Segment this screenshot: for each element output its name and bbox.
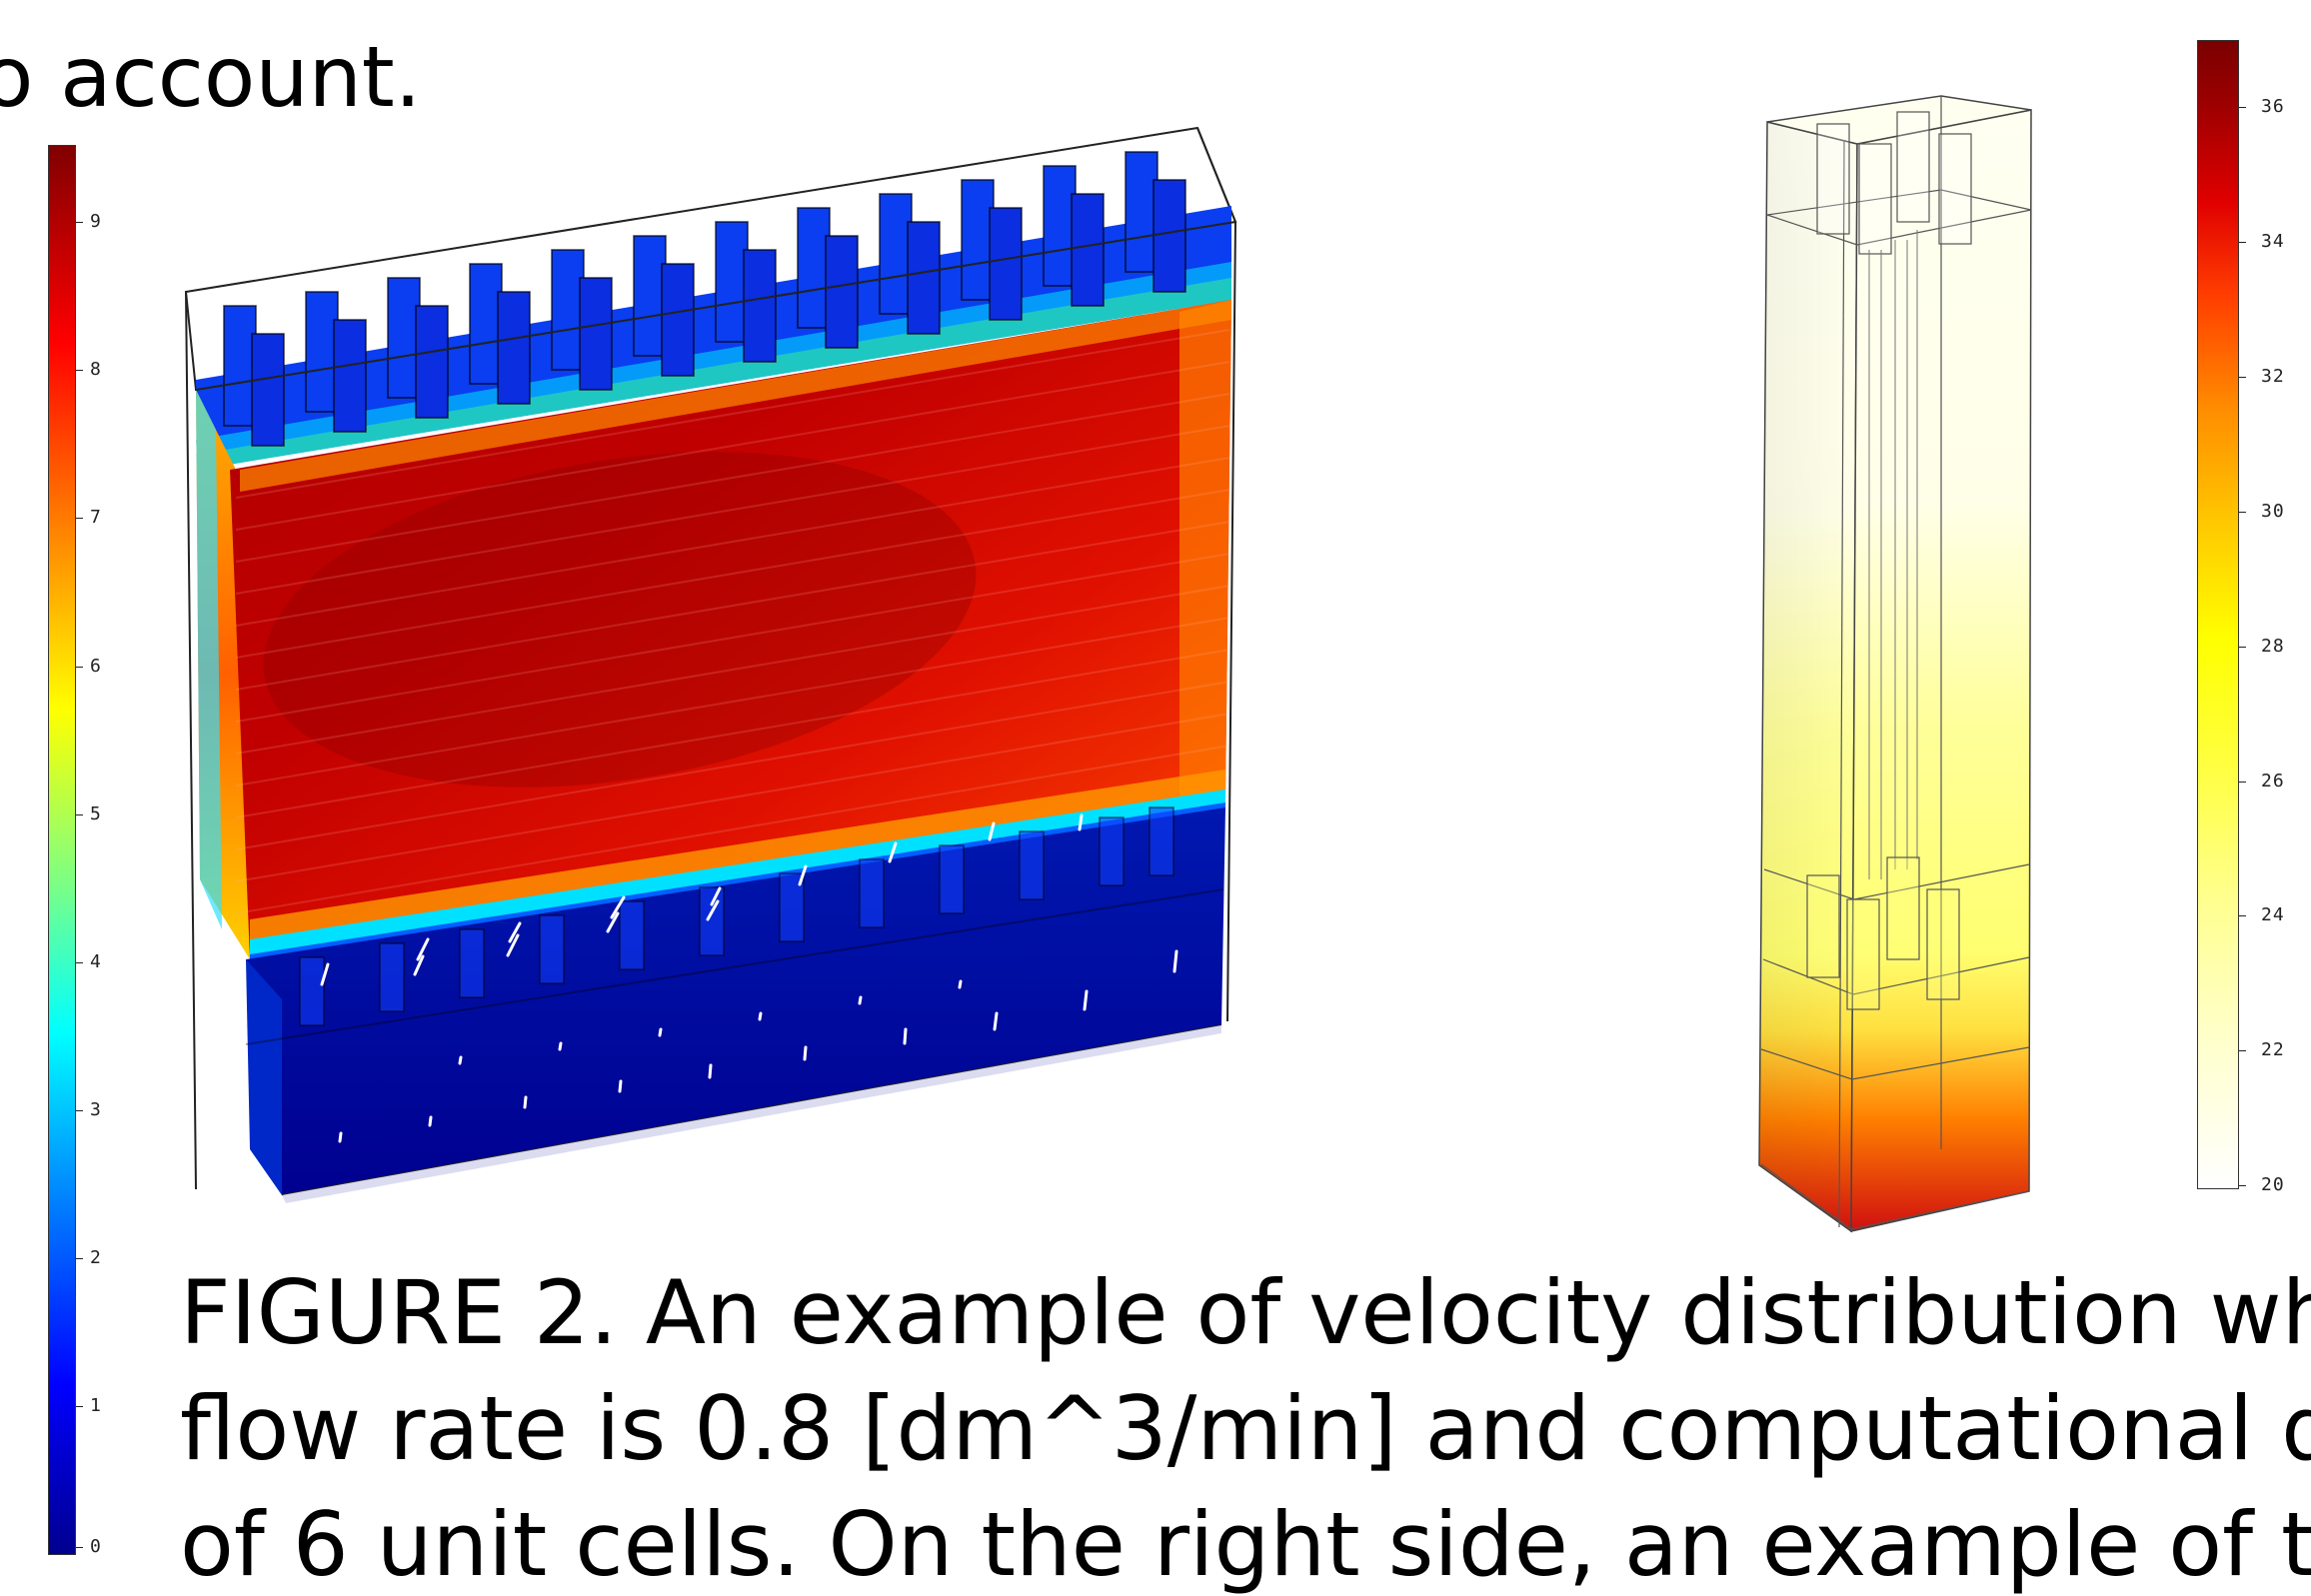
caption-line-1: FIGURE 2. An example of velocity distrib… (180, 1261, 2311, 1364)
tick-mark (76, 370, 83, 371)
temperature-tick-label: 26 (2261, 771, 2285, 792)
tick-mark (2239, 915, 2246, 916)
tick-mark (2239, 782, 2246, 783)
velocity-tick-label: 6 (90, 656, 102, 677)
velocity-tick-label: 3 (90, 1099, 102, 1120)
tick-mark (2239, 1185, 2246, 1186)
velocity-tick-label: 5 (90, 803, 102, 824)
velocity-tick-label: 9 (90, 211, 102, 232)
caption-line-2: flow rate is 0.8 [dm^3/min] and computat… (180, 1377, 2311, 1480)
velocity-tick-label: 0 (90, 1536, 102, 1557)
velocity-tick-label: 8 (90, 359, 102, 380)
tick-mark (76, 814, 83, 815)
tick-mark (2239, 377, 2246, 378)
temperature-tick-label: 24 (2261, 904, 2285, 925)
velocity-tick-label: 2 (90, 1247, 102, 1268)
temperature-tick-label: 34 (2261, 231, 2285, 252)
tick-mark (2239, 242, 2246, 243)
figure-graphics (184, 95, 2032, 1233)
tick-mark (76, 1547, 83, 1548)
caption-line-3: of 6 unit cells. On the right side, an e… (180, 1493, 2311, 1596)
temperature-tick-label: 20 (2261, 1174, 2285, 1195)
tick-mark (2239, 1050, 2246, 1051)
temperature-tick-label: 22 (2261, 1039, 2285, 1060)
tick-mark (76, 222, 83, 223)
velocity-block (184, 126, 1237, 1203)
tick-mark (2239, 647, 2246, 648)
velocity-tick-label: 7 (90, 507, 102, 528)
velocity-tick-label: 1 (90, 1395, 102, 1416)
temperature-tick-label: 32 (2261, 366, 2285, 387)
velocity-colorbar (48, 145, 76, 1555)
tick-mark (76, 1258, 83, 1259)
temperature-tick-label: 36 (2261, 96, 2285, 117)
temperature-tick-label: 28 (2261, 636, 2285, 657)
tick-mark (2239, 107, 2246, 108)
tick-mark (76, 1110, 83, 1111)
temperature-tick-label: 30 (2261, 501, 2285, 522)
tick-mark (76, 962, 83, 963)
temperature-colorbar (2197, 40, 2239, 1189)
tick-mark (76, 518, 83, 519)
velocity-tick-label: 4 (90, 951, 102, 972)
top-text-line: o account. (0, 28, 422, 126)
tick-mark (76, 667, 83, 668)
tick-mark (76, 1406, 83, 1407)
temperature-column (1758, 95, 2032, 1233)
tick-mark (2239, 512, 2246, 513)
